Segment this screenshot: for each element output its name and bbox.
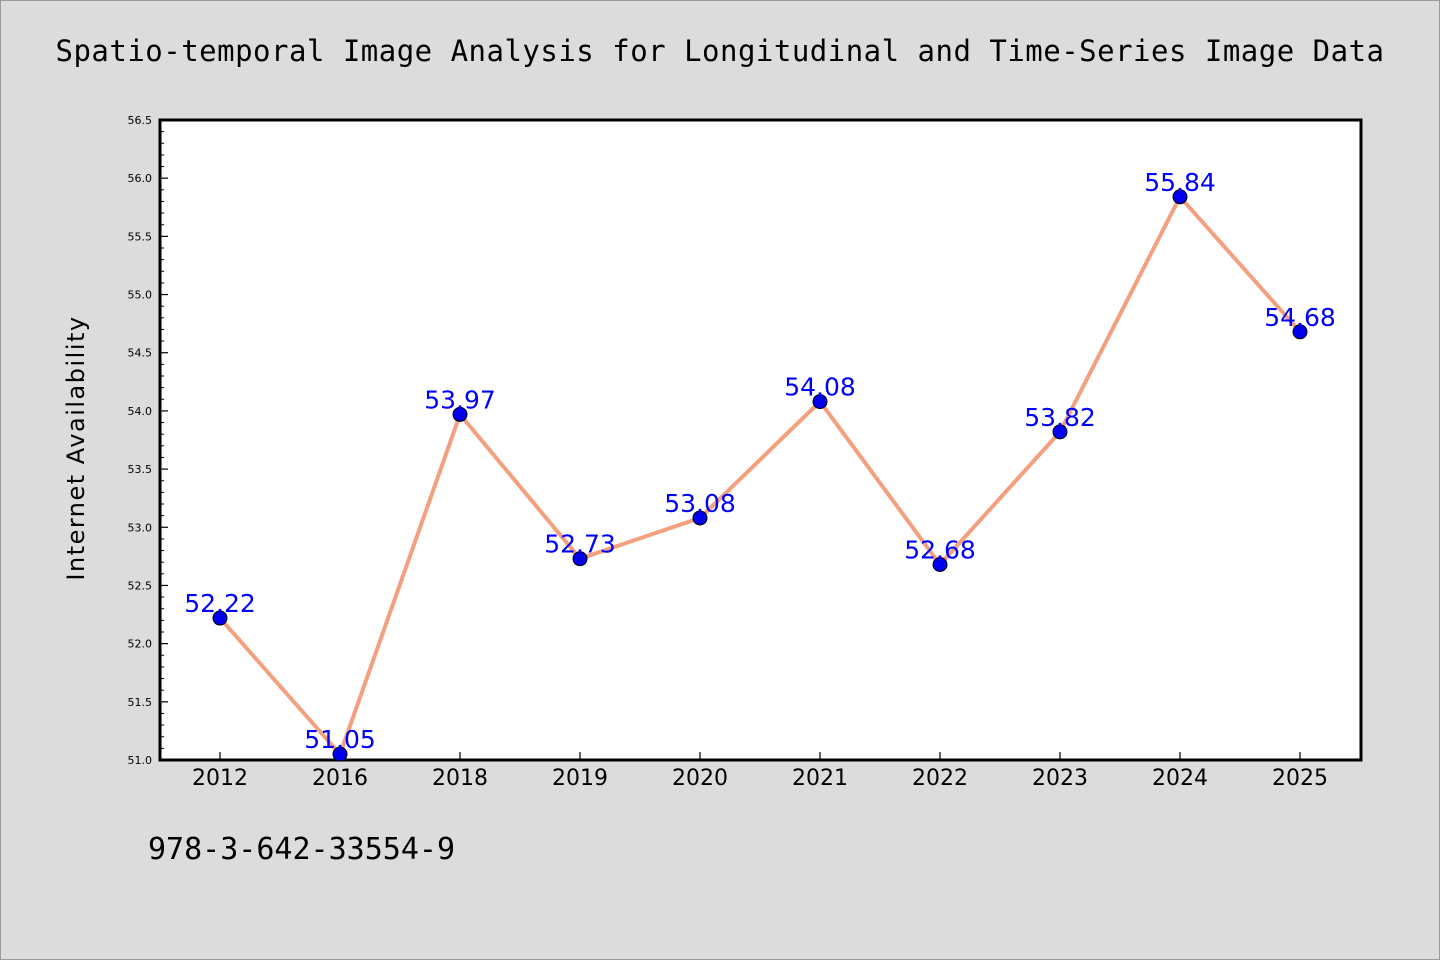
y-tick-label: 55.0 bbox=[128, 289, 153, 302]
y-tick-label: 53.0 bbox=[128, 521, 153, 534]
y-tick-label: 56.5 bbox=[128, 114, 153, 127]
y-tick-label: 53.5 bbox=[128, 463, 153, 476]
data-label: 52.73 bbox=[544, 530, 616, 559]
data-label: 51.05 bbox=[304, 725, 376, 754]
data-label: 54.68 bbox=[1264, 303, 1336, 332]
data-label: 55.84 bbox=[1144, 168, 1216, 197]
data-label: 53.08 bbox=[664, 489, 736, 518]
x-tick-label: 2020 bbox=[672, 766, 728, 791]
data-label: 53.82 bbox=[1024, 403, 1096, 432]
data-point bbox=[212, 610, 228, 626]
x-tick-label: 2024 bbox=[1152, 766, 1208, 791]
data-label: 54.08 bbox=[784, 373, 856, 402]
plot-area bbox=[158, 118, 1363, 762]
x-tick-label: 2016 bbox=[312, 766, 368, 791]
data-label: 53.97 bbox=[424, 385, 496, 414]
series-layer: 52.22 51.05 53.97 52.73 53.08 54.08 52.68 53.82… bbox=[184, 168, 1336, 762]
x-tick-label: 2025 bbox=[1272, 766, 1328, 791]
y-tick-label: 54.0 bbox=[128, 405, 153, 418]
y-axis-label: Internet Availability bbox=[62, 315, 90, 580]
y-tick-label: 55.5 bbox=[128, 230, 153, 243]
y-tick-label: 51.5 bbox=[128, 696, 153, 709]
y-tick-label: 52.0 bbox=[128, 638, 153, 651]
x-tick-label: 2022 bbox=[912, 766, 968, 791]
data-point bbox=[812, 394, 828, 410]
footer-identifier: 978-3-642-33554-9 bbox=[148, 832, 456, 867]
x-tick-label: 2019 bbox=[552, 766, 608, 791]
data-label: 52.68 bbox=[904, 536, 976, 565]
data-point bbox=[572, 551, 588, 567]
series-line bbox=[218, 194, 1302, 757]
data-point bbox=[932, 557, 948, 573]
y-tick-label: 52.5 bbox=[128, 579, 153, 592]
y-tick-label: 54.5 bbox=[128, 347, 153, 360]
x-tick-label: 2021 bbox=[792, 766, 848, 791]
y-axis: 51.0 51.5 52.0 52.5 53.0 53.5 54.0 54.5 55.0 55.5… bbox=[128, 114, 168, 767]
data-point bbox=[1292, 324, 1308, 340]
data-point bbox=[332, 746, 348, 762]
x-tick-label: 2018 bbox=[432, 766, 488, 791]
x-tick-label: 2023 bbox=[1032, 766, 1088, 791]
data-point bbox=[1052, 424, 1068, 440]
y-tick-label: 56.0 bbox=[128, 172, 153, 185]
data-point bbox=[692, 510, 708, 526]
y-tick-label: 51.0 bbox=[128, 754, 153, 767]
chart-title: Spatio-temporal Image Analysis for Longi… bbox=[55, 34, 1385, 68]
data-point bbox=[452, 406, 468, 422]
x-tick-label: 2012 bbox=[192, 766, 248, 791]
data-label: 52.22 bbox=[184, 589, 256, 618]
x-axis: 2012 2016 2018 2019 2020 2021 2022 2023 2024 2025 bbox=[192, 752, 1328, 791]
data-point bbox=[1172, 189, 1188, 205]
